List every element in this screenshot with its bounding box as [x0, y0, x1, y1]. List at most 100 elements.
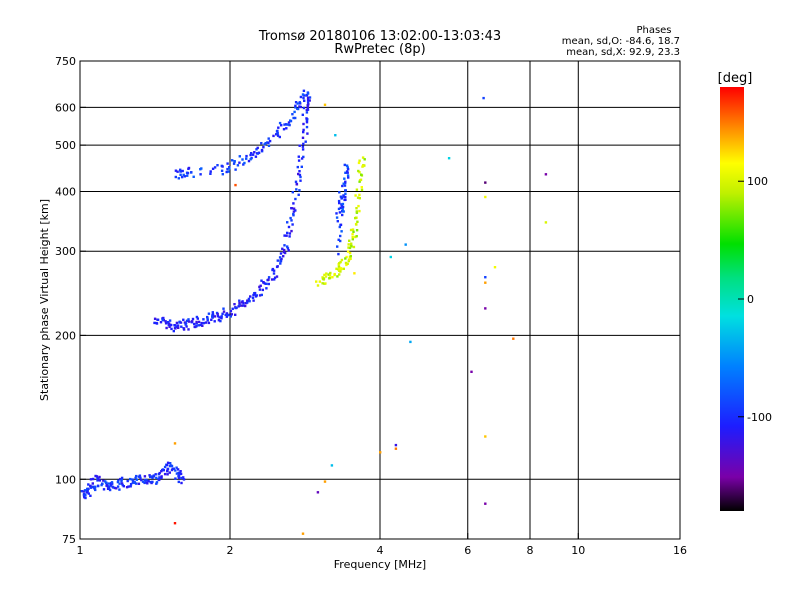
trace-point: [349, 244, 353, 247]
trace-point: [342, 182, 345, 185]
trace-point: [294, 116, 297, 120]
trace-point: [111, 482, 114, 485]
trace-point: [252, 293, 255, 297]
trace-point: [282, 255, 285, 258]
sparse-point: [484, 195, 487, 199]
trace-point: [344, 171, 347, 174]
trace-point: [278, 121, 282, 125]
trace-point: [356, 220, 359, 223]
trace-point: [260, 142, 263, 145]
sparse-point: [323, 480, 327, 483]
trace-point: [179, 170, 182, 173]
trace-point: [166, 469, 169, 472]
trace-point: [246, 301, 249, 304]
x-tick-label: 2: [227, 544, 234, 557]
trace-point: [250, 152, 253, 155]
trace-point: [162, 469, 165, 472]
trace-point: [254, 295, 258, 298]
trace-point: [115, 487, 118, 490]
trace-point: [308, 99, 311, 102]
trace-point: [346, 168, 350, 171]
trace-point: [243, 161, 246, 165]
trace-point: [302, 155, 305, 159]
trace-point: [122, 485, 125, 488]
trace-point: [248, 300, 251, 303]
trace-point: [195, 320, 198, 324]
trace-point: [170, 327, 173, 331]
trace-point: [185, 325, 188, 328]
trace-point: [349, 257, 352, 260]
trace-point: [197, 324, 200, 327]
trace-point: [294, 106, 297, 109]
trace-point: [116, 485, 120, 488]
trace-point: [228, 167, 231, 170]
trace-point: [295, 188, 298, 191]
trace-point: [158, 471, 161, 475]
trace-point: [164, 322, 168, 325]
trace-point: [355, 188, 359, 191]
trace-point: [179, 472, 183, 476]
trace-point: [306, 92, 310, 95]
data-points: [80, 89, 548, 535]
trace-point: [178, 321, 181, 324]
x-tick-label: 1: [77, 544, 84, 557]
trace-point: [164, 320, 167, 323]
sparse-point: [379, 451, 382, 454]
trace-point: [341, 207, 344, 210]
trace-point: [183, 175, 186, 178]
trace-point: [167, 323, 170, 327]
trace-point: [279, 252, 283, 255]
trace-point: [256, 146, 259, 150]
sparse-point: [544, 221, 548, 224]
trace-point: [170, 468, 174, 472]
trace-point: [341, 210, 344, 213]
x-tick-label: 6: [464, 544, 471, 557]
trace-point: [166, 463, 169, 467]
trace-point: [216, 164, 219, 167]
trace-point: [232, 162, 236, 165]
trace-point: [173, 324, 176, 327]
trace-point: [279, 262, 282, 265]
sparse-point: [409, 340, 412, 344]
trace-point: [267, 137, 270, 140]
sparse-point: [493, 266, 497, 269]
x-axis-label: Frequency [MHz]: [334, 558, 426, 571]
sparse-point: [330, 464, 334, 467]
colorbar-tick-label: 100: [747, 175, 768, 188]
trace-point: [287, 121, 291, 124]
trace-point: [285, 234, 288, 237]
trace-point: [318, 280, 322, 283]
trace-point: [199, 173, 202, 176]
trace-point: [260, 293, 263, 297]
trace-point: [193, 322, 196, 326]
trace-point: [150, 475, 154, 478]
trace-point: [299, 95, 303, 99]
trace-point: [116, 480, 120, 484]
trace-point: [126, 479, 129, 483]
trace-point: [192, 175, 195, 178]
trace-point: [168, 325, 171, 328]
trace-point: [182, 476, 185, 479]
trace-point: [87, 487, 90, 490]
trace-point: [344, 261, 348, 265]
trace-point: [296, 102, 299, 105]
trace-point: [94, 488, 97, 492]
trace-point: [222, 310, 226, 313]
trace-point: [220, 169, 224, 172]
trace-point: [117, 479, 120, 482]
trace-point: [292, 212, 295, 216]
trace-point: [177, 476, 181, 480]
trace-point: [186, 174, 189, 177]
trace-point: [89, 478, 93, 481]
trace-point: [187, 328, 190, 331]
y-tick-label: 400: [55, 185, 76, 198]
trace-point: [86, 491, 89, 494]
sparse-point: [512, 337, 515, 340]
trace-point: [357, 169, 360, 173]
sparse-point: [394, 443, 398, 447]
trace-point: [255, 148, 258, 151]
trace-point: [131, 481, 134, 484]
trace-point: [161, 318, 164, 321]
trace-point: [258, 288, 262, 291]
trace-point: [333, 273, 336, 277]
